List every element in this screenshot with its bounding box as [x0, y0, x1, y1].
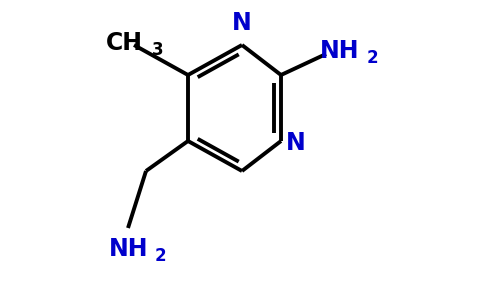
- Text: NH: NH: [320, 39, 360, 63]
- Text: 3: 3: [152, 41, 164, 59]
- Text: 2: 2: [366, 49, 378, 67]
- Text: N: N: [286, 130, 305, 154]
- Text: NH: NH: [108, 237, 148, 261]
- Text: N: N: [232, 11, 252, 34]
- Text: CH: CH: [106, 32, 142, 56]
- Text: 2: 2: [155, 247, 166, 265]
